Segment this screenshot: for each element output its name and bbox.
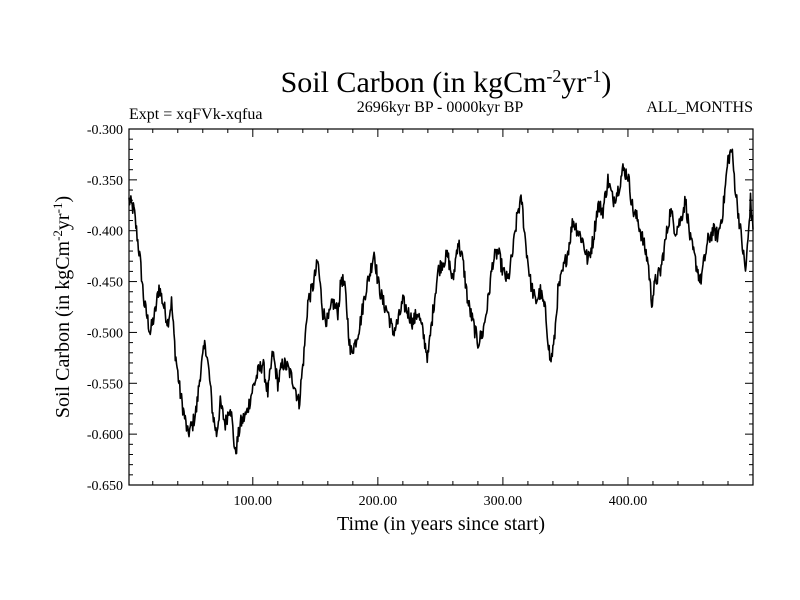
x-tick-label: 100.00 [234, 494, 273, 509]
y-axis-label-mid: yr [52, 213, 74, 230]
x-tick-label: 300.00 [484, 494, 523, 509]
x-axis-label: Time (in years since start) [337, 513, 545, 535]
y-tick-label: -0.300 [87, 123, 123, 138]
x-tick-label: 400.00 [609, 494, 648, 509]
x-tick-label: 200.00 [359, 494, 398, 509]
y-axis-label-end: ) [52, 196, 74, 203]
y-axis-label-sup1: -2 [50, 230, 65, 241]
series-line-soil-carbon [128, 148, 754, 455]
months-label: ALL_MONTHS [646, 99, 753, 116]
chart-title-sup1: -2 [546, 66, 561, 86]
chart-title-end: ) [601, 66, 611, 99]
series-group [128, 148, 754, 455]
chart-title-main: Soil Carbon (in kgCm [281, 66, 547, 99]
y-axis-label: Soil Carbon (in kgCm-2yr-1) [50, 196, 75, 418]
x-axis: 100.00 200.00 300.00 400.00 [152, 129, 754, 509]
y-tick-label: -0.600 [87, 428, 123, 443]
y-tick-label: -0.400 [87, 225, 123, 240]
y-axis: -0.300 -0.350 -0.400 -0.450 -0.500 -0.550 -0.6… [87, 123, 753, 494]
chart-title: Soil Carbon (in kgCm-2yr-1) [281, 66, 612, 99]
y-tick-label: -0.450 [87, 276, 123, 291]
y-tick-label: -0.350 [87, 174, 123, 189]
y-tick-label: -0.650 [87, 479, 123, 494]
chart-title-mid: yr [561, 66, 586, 99]
y-tick-label: -0.550 [87, 377, 123, 392]
y-tick-label: -0.500 [87, 326, 123, 341]
y-axis-label-main: Soil Carbon (in kgCm [52, 240, 74, 418]
experiment-label: Expt = xqFVk-xqfua [129, 106, 262, 123]
chart-title-sup2: -1 [586, 66, 601, 86]
plot-frame [128, 128, 754, 486]
y-axis-label-sup2: -1 [50, 203, 65, 214]
time-range-label: 2696kyr BP - 0000kyr BP [357, 99, 524, 116]
